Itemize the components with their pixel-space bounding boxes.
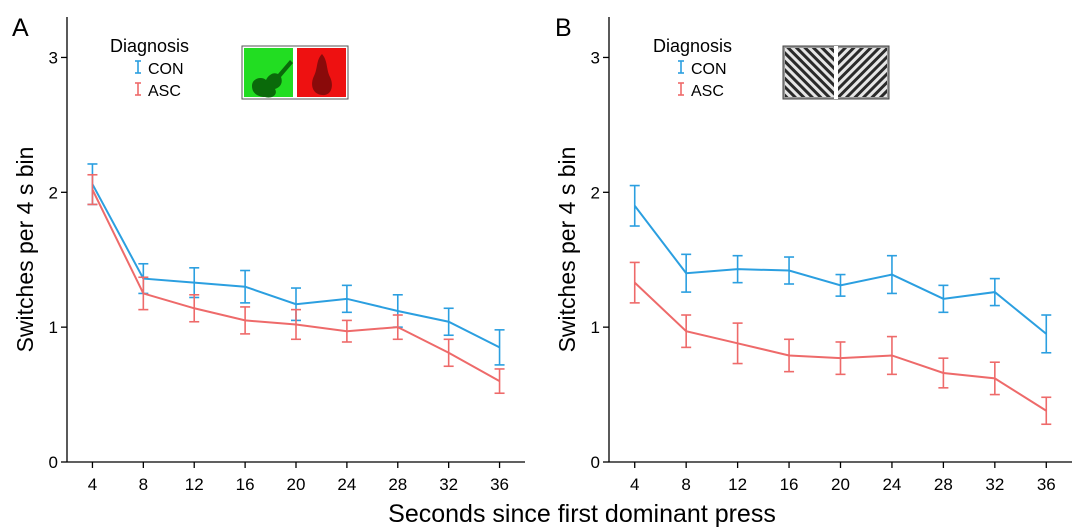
panel-label: B [555,14,572,42]
y-axis-label: Switches per 4 s bin [554,147,580,353]
grating-left [785,48,834,97]
error-bar-con [784,256,795,285]
error-bar-asc [240,306,251,335]
error-bar-con [494,329,505,366]
error-bar-asc [87,173,98,206]
y-tick-label: 1 [49,318,58,337]
error-bar-asc [886,335,897,376]
violin-shape [252,60,293,98]
error-bar-con [629,184,640,227]
error-bar-con [989,277,1000,307]
panel-label: A [12,14,29,42]
error-bar-asc [835,341,846,376]
error-bar-asc [392,314,403,341]
x-tick-label: 8 [681,475,690,494]
x-tick-label: 4 [630,475,639,494]
error-bar-asc [989,361,1000,396]
error-bar-asc [189,293,200,323]
error-bar-asc [784,338,795,373]
error-bar-con [1041,314,1052,354]
legend-entry: CON [691,61,727,78]
error-bar-asc [1041,396,1052,426]
legend-title: Diagnosis [653,36,732,56]
error-bar-con [835,273,846,297]
x-tick-label: 12 [728,475,747,494]
x-tick-label: 36 [490,475,509,494]
error-bar-con [341,284,352,314]
error-bar-asc [494,368,505,395]
x-tick-label: 24 [882,475,901,494]
error-bar-asc [138,276,149,311]
x-tick-label: 8 [139,475,148,494]
error-bar-con [938,284,949,314]
error-bar-asc [443,338,454,368]
legend-entry: ASC [691,83,724,100]
y-tick-label: 0 [49,453,58,472]
x-tick-label: 16 [236,475,255,494]
grating-divider [834,46,838,99]
x-tick-label: 16 [780,475,799,494]
x-tick-label: 28 [388,475,407,494]
y-tick-label: 2 [49,183,58,202]
y-tick-label: 3 [49,48,58,67]
x-tick-label: 28 [934,475,953,494]
error-bar-con [240,269,251,304]
error-bar-asc [681,314,692,349]
legend: Diagnosis CON ASC [110,36,189,100]
series-line-con [633,205,1047,335]
x-tick-label: 24 [337,475,356,494]
y-tick-label: 1 [591,318,600,337]
x-tick-label: 32 [985,475,1004,494]
error-bar-con [443,307,454,337]
y-tick-label: 0 [591,453,600,472]
stimulus-violin-pear-icon [241,45,349,100]
y-tick-label: 3 [591,48,600,67]
error-bar-con [732,254,743,284]
error-bar-con [886,254,897,295]
x-tick-label: 36 [1037,475,1056,494]
legend: Diagnosis CON ASC [653,36,732,100]
x-tick-label: 32 [439,475,458,494]
error-bar-asc [732,322,743,365]
stimulus-grating-icon [782,45,890,100]
legend-entry: CON [148,61,184,78]
x-axis-label: Seconds since first dominant press [388,500,776,528]
x-tick-label: 20 [287,475,306,494]
error-bar-asc [938,357,949,389]
error-bar-asc [341,319,352,343]
grating-right [838,48,887,97]
error-bar-con [681,253,692,293]
x-tick-label: 12 [185,475,204,494]
y-tick-label: 2 [591,183,600,202]
error-bar-asc [629,261,640,304]
pear-shape [312,54,332,96]
series-line-asc [91,189,501,382]
legend-entry: ASC [148,83,181,100]
x-tick-label: 4 [88,475,97,494]
legend-title: Diagnosis [110,36,189,56]
y-axis-label: Switches per 4 s bin [12,147,38,353]
error-bar-asc [291,308,301,341]
x-tick-label: 20 [831,475,850,494]
